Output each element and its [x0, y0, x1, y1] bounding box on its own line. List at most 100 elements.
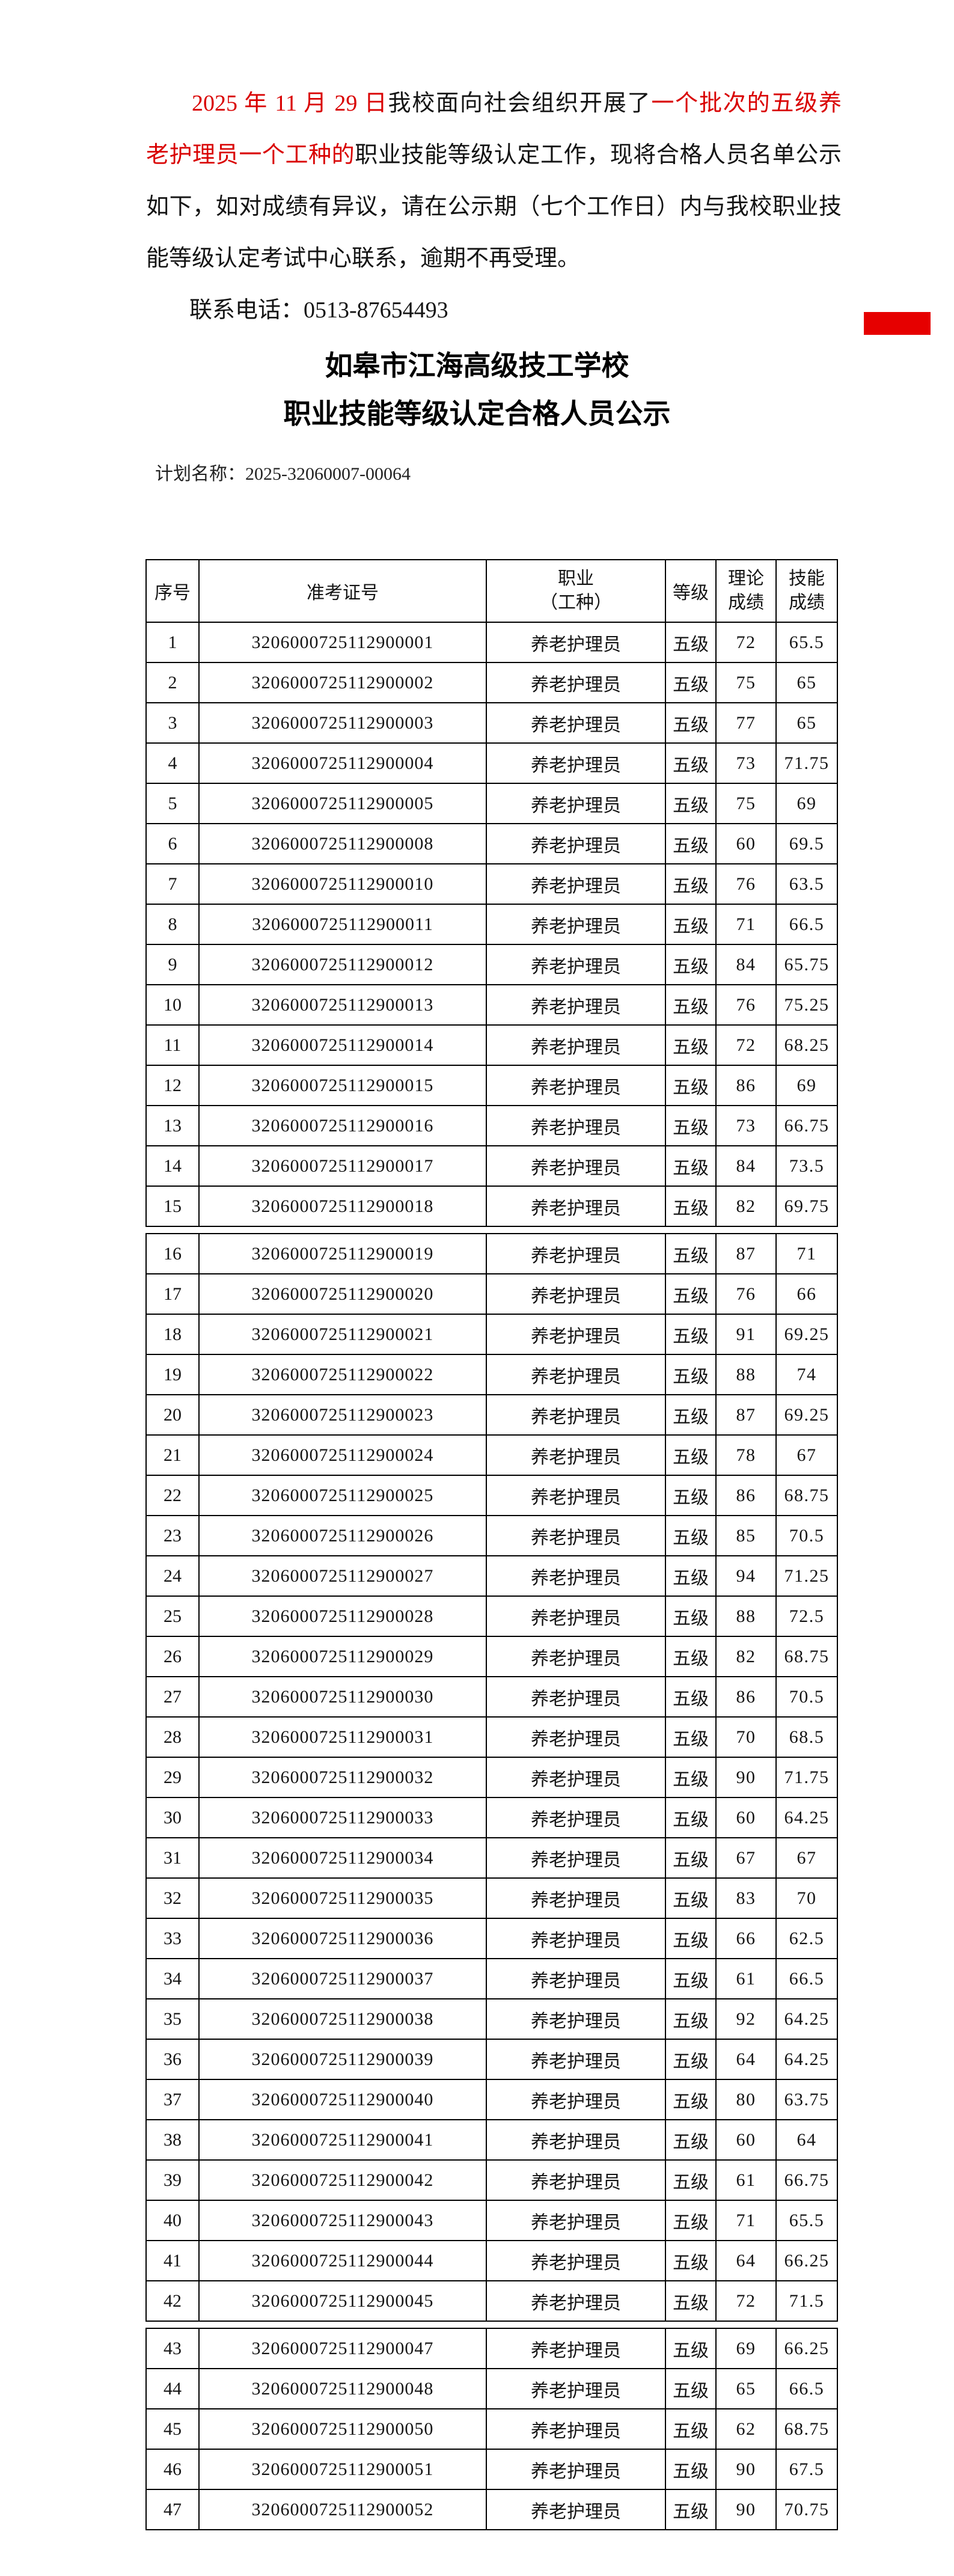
table-row: 24 3206000725112900027 养老护理员 五级 94 71.25 [145, 1555, 838, 1597]
table-row: 33 3206000725112900036 养老护理员 五级 66 62.5 [145, 1918, 838, 1959]
intro-line1-black: 我校面向社会组织开展了 [388, 91, 652, 116]
cell-index: 26 [145, 1636, 200, 1677]
cell-skill-score: 64.25 [775, 1797, 838, 1838]
cell-theory-score: 76 [715, 984, 777, 1026]
cell-occupation: 养老护理员 [486, 1475, 666, 1516]
cell-skill-score: 67 [775, 1837, 838, 1879]
table-row: 39 3206000725112900042 养老护理员 五级 61 66.75 [145, 2159, 838, 2201]
cell-theory-score: 69 [715, 2328, 777, 2369]
cell-ticket: 3206000725112900018 [198, 1186, 487, 1227]
cell-occupation: 养老护理员 [486, 1354, 666, 1395]
cell-ticket: 3206000725112900044 [198, 2240, 487, 2281]
cell-occupation: 养老护理员 [486, 1958, 666, 1999]
cell-occupation: 养老护理员 [486, 742, 666, 784]
cell-occupation: 养老护理员 [486, 1757, 666, 1798]
cell-occupation: 养老护理员 [486, 2200, 666, 2241]
cell-ticket: 3206000725112900016 [198, 1105, 487, 1146]
cell-index: 22 [145, 1475, 200, 1516]
cell-index: 9 [145, 944, 200, 985]
cell-index: 6 [145, 823, 200, 864]
cell-theory-score: 73 [715, 742, 777, 784]
cell-skill-score: 69.25 [775, 1394, 838, 1436]
cell-level: 五级 [665, 1394, 717, 1436]
cell-ticket: 3206000725112900005 [198, 783, 487, 824]
cell-skill-score: 69 [775, 1065, 838, 1106]
cell-occupation: 养老护理员 [486, 863, 666, 905]
cell-theory-score: 90 [715, 1757, 777, 1798]
cell-occupation: 养老护理员 [486, 2328, 666, 2369]
plan-value: 2025-32060007-00064 [245, 464, 411, 484]
cell-ticket: 3206000725112900029 [198, 1636, 487, 1677]
cell-occupation: 养老护理员 [486, 1065, 666, 1106]
table-row: 31 3206000725112900034 养老护理员 五级 67 67 [145, 1837, 838, 1879]
cell-index: 39 [145, 2159, 200, 2201]
table-row: 17 3206000725112900020 养老护理员 五级 76 66 [145, 1273, 838, 1315]
cell-ticket: 3206000725112900034 [198, 1837, 487, 1879]
cell-index: 47 [145, 2489, 200, 2530]
table-row: 15 3206000725112900018 养老护理员 五级 82 69.75 [145, 1186, 838, 1227]
cell-ticket: 3206000725112900048 [198, 2368, 487, 2409]
cell-skill-score: 70 [775, 1877, 838, 1919]
cell-occupation: 养老护理员 [486, 904, 666, 945]
cell-level: 五级 [665, 1716, 717, 1758]
cell-theory-score: 62 [715, 2408, 777, 2450]
cell-ticket: 3206000725112900019 [198, 1233, 487, 1274]
col-header-index: 序号 [145, 559, 200, 623]
cell-occupation: 养老护理员 [486, 1515, 666, 1556]
table-row: 34 3206000725112900037 养老护理员 五级 61 66.5 [145, 1958, 838, 1999]
intro-line-3: 如下，如对成绩有异议，请在公示期（七个工作日）内与我校职业技 [146, 194, 842, 219]
cell-occupation: 养老护理员 [486, 2119, 666, 2161]
table-row: 22 3206000725112900025 养老护理员 五级 86 68.75 [145, 1475, 838, 1516]
table-row: 36 3206000725112900039 养老护理员 五级 64 64.25 [145, 2039, 838, 2080]
cell-index: 46 [145, 2449, 200, 2490]
cell-occupation: 养老护理员 [486, 1233, 666, 1274]
table-row: 25 3206000725112900028 养老护理员 五级 88 72.5 [145, 1595, 838, 1637]
cell-level: 五级 [665, 1024, 717, 1066]
cell-ticket: 3206000725112900003 [198, 702, 487, 744]
cell-skill-score: 66.5 [775, 1958, 838, 1999]
cell-ticket: 3206000725112900030 [198, 1676, 487, 1718]
cell-level: 五级 [665, 863, 717, 905]
table-row: 16 3206000725112900019 养老护理员 五级 87 71 [145, 1233, 838, 1274]
cell-skill-score: 75.25 [775, 984, 838, 1026]
cell-ticket: 3206000725112900042 [198, 2159, 487, 2201]
cell-theory-score: 61 [715, 2159, 777, 2201]
cell-occupation: 养老护理员 [486, 823, 666, 864]
cell-index: 15 [145, 1186, 200, 1227]
cell-level: 五级 [665, 1555, 717, 1597]
table-row: 27 3206000725112900030 养老护理员 五级 86 70.5 [145, 1676, 838, 1718]
cell-theory-score: 72 [715, 622, 777, 663]
cell-skill-score: 68.25 [775, 1024, 838, 1066]
cell-level: 五级 [665, 1757, 717, 1798]
cell-theory-score: 66 [715, 1918, 777, 1959]
cell-theory-score: 85 [715, 1515, 777, 1556]
cell-level: 五级 [665, 2079, 717, 2120]
col-header-skill: 技能 成绩 [775, 559, 838, 623]
table-row: 18 3206000725112900021 养老护理员 五级 91 69.25 [145, 1314, 838, 1355]
cell-skill-score: 63.75 [775, 2079, 838, 2120]
cell-ticket: 3206000725112900008 [198, 823, 487, 864]
cell-occupation: 养老护理员 [486, 1918, 666, 1959]
table-row: 23 3206000725112900026 养老护理员 五级 85 70.5 [145, 1515, 838, 1556]
cell-skill-score: 68.75 [775, 2408, 838, 2450]
table-row: 6 3206000725112900008 养老护理员 五级 60 69.5 [145, 823, 838, 864]
cell-occupation: 养老护理员 [486, 1394, 666, 1436]
cell-theory-score: 60 [715, 1797, 777, 1838]
cell-level: 五级 [665, 2449, 717, 2490]
results-table-segment-1: 序号 准考证号 职业 （工种） 等级 理论 成绩 技能 成绩 1 32060007251… [145, 559, 838, 1227]
cell-level: 五级 [665, 1475, 717, 1516]
cell-skill-score: 71.75 [775, 742, 838, 784]
cell-ticket: 3206000725112900037 [198, 1958, 487, 1999]
table-row: 47 3206000725112900052 养老护理员 五级 90 70.75 [145, 2489, 838, 2530]
cell-level: 五级 [665, 1877, 717, 1919]
cell-occupation: 养老护理员 [486, 1998, 666, 2040]
cell-level: 五级 [665, 622, 717, 663]
cell-skill-score: 64.25 [775, 1998, 838, 2040]
cell-theory-score: 73 [715, 1105, 777, 1146]
cell-ticket: 3206000725112900015 [198, 1065, 487, 1106]
intro-line2-red: 老护理员一个工种的 [146, 142, 355, 168]
cell-index: 25 [145, 1595, 200, 1637]
table-row: 13 3206000725112900016 养老护理员 五级 73 66.75 [145, 1105, 838, 1146]
cell-theory-score: 90 [715, 2449, 777, 2490]
cell-ticket: 3206000725112900028 [198, 1595, 487, 1637]
